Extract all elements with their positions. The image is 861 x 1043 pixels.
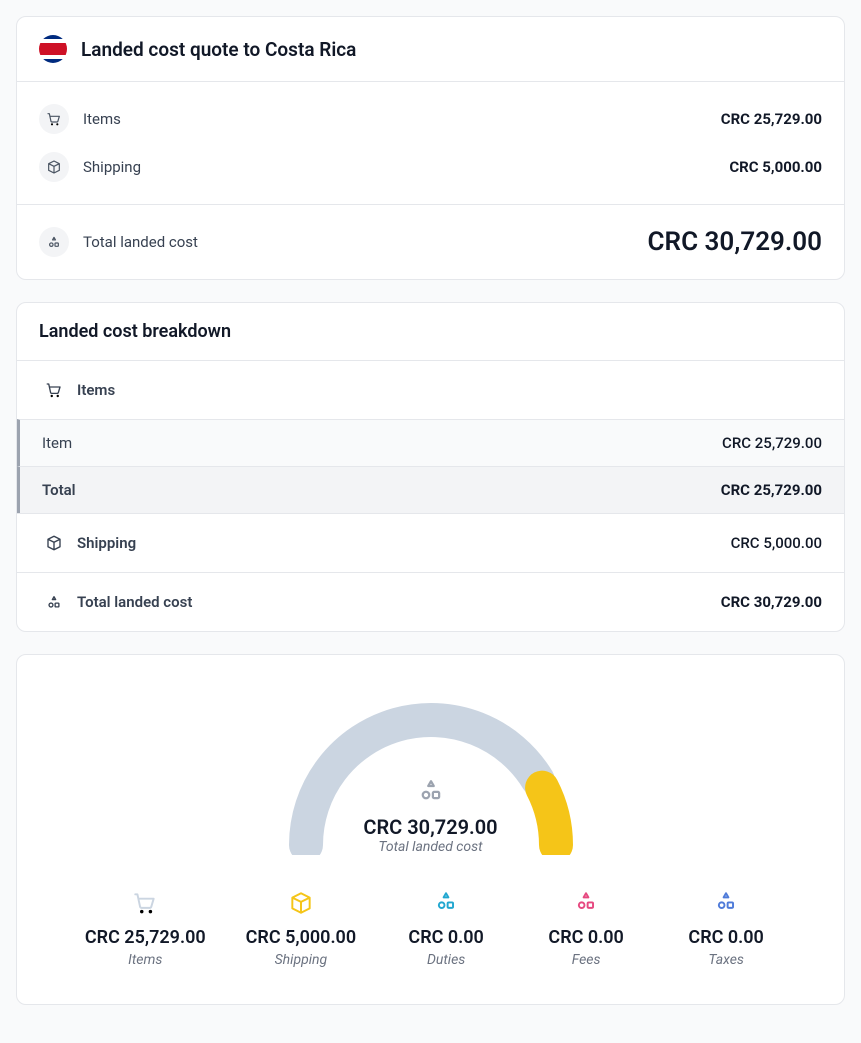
legend-item-taxes: CRC 0.00 Taxes <box>676 889 776 968</box>
breakdown-card: Landed cost breakdown Items ItemCRC 25,7… <box>16 302 845 632</box>
shapes-icon <box>433 889 459 917</box>
cart-icon <box>39 375 69 405</box>
gauge-wrap: CRC 30,729.00 Total landed cost CRC 25,7… <box>39 685 822 968</box>
breakdown-header: Landed cost breakdown <box>17 303 844 361</box>
breakdown-shipping-value: CRC 5,000.00 <box>731 534 822 552</box>
legend-item-fees: CRC 0.00 Fees <box>536 889 636 968</box>
legend-label: Duties <box>427 952 465 968</box>
legend-value: CRC 0.00 <box>408 927 483 948</box>
breakdown-items-total-value: CRC 25,729.00 <box>721 481 822 499</box>
breakdown-shipping-row: Shipping CRC 5,000.00 <box>17 513 844 572</box>
legend-label: Items <box>128 952 162 968</box>
gauge-chart: CRC 30,729.00 Total landed cost <box>271 685 591 855</box>
gauge-total-label: Total landed cost <box>378 839 482 855</box>
costa-rica-flag-icon <box>39 35 67 63</box>
legend-value: CRC 25,729.00 <box>85 927 206 948</box>
breakdown-item-label: Item <box>42 434 722 452</box>
legend-item-shipping: CRC 5,000.00 Shipping <box>246 889 357 968</box>
gauge-center: CRC 30,729.00 Total landed cost <box>271 777 591 855</box>
breakdown-title: Landed cost breakdown <box>39 321 231 342</box>
quote-items-label: Items <box>83 110 707 128</box>
breakdown-total-row: Total landed cost CRC 30,729.00 <box>17 572 844 631</box>
breakdown-items-total-row: Total CRC 25,729.00 <box>17 466 844 513</box>
legend-value: CRC 5,000.00 <box>246 927 357 948</box>
quote-card: Landed cost quote to Costa Rica Items CR… <box>16 16 845 280</box>
quote-total-row: Total landed cost CRC 30,729.00 <box>17 205 844 279</box>
shapes-icon <box>416 777 446 807</box>
legend-item-duties: CRC 0.00 Duties <box>396 889 496 968</box>
cart-icon <box>132 889 158 917</box>
quote-items-row: Items CRC 25,729.00 <box>17 90 844 148</box>
breakdown-items-header: Items <box>17 361 844 419</box>
breakdown-total-label: Total landed cost <box>77 593 707 611</box>
quote-title: Landed cost quote to Costa Rica <box>81 38 356 61</box>
gauge-total-value: CRC 30,729.00 <box>363 815 497 839</box>
package-icon <box>39 528 69 558</box>
quote-shipping-label: Shipping <box>83 158 715 176</box>
shapes-icon <box>573 889 599 917</box>
legend-value: CRC 0.00 <box>548 927 623 948</box>
quote-shipping-row: Shipping CRC 5,000.00 <box>17 148 844 196</box>
package-icon <box>288 889 314 917</box>
package-icon <box>39 152 69 182</box>
quote-lines: Items CRC 25,729.00 Shipping CRC 5,000.0… <box>17 82 844 205</box>
quote-header: Landed cost quote to Costa Rica <box>17 17 844 82</box>
gauge-legend: CRC 25,729.00ItemsCRC 5,000.00ShippingCR… <box>39 889 822 968</box>
legend-item-items: CRC 25,729.00 Items <box>85 889 206 968</box>
breakdown-items-header-label: Items <box>77 381 822 399</box>
breakdown-total-value: CRC 30,729.00 <box>721 593 822 611</box>
cart-icon <box>39 104 69 134</box>
shapes-icon <box>39 227 69 257</box>
breakdown-item-value: CRC 25,729.00 <box>722 434 822 452</box>
quote-shipping-value: CRC 5,000.00 <box>729 158 822 176</box>
legend-label: Fees <box>572 952 601 968</box>
quote-items-value: CRC 25,729.00 <box>721 110 822 128</box>
breakdown-items-total-label: Total <box>42 481 721 499</box>
quote-total-value: CRC 30,729.00 <box>648 227 822 257</box>
legend-label: Taxes <box>708 952 744 968</box>
breakdown-item-row: ItemCRC 25,729.00 <box>17 419 844 466</box>
legend-label: Shipping <box>275 952 328 968</box>
quote-total-label: Total landed cost <box>83 233 634 251</box>
shapes-icon <box>713 889 739 917</box>
breakdown-shipping-label: Shipping <box>77 534 717 552</box>
gauge-card: CRC 30,729.00 Total landed cost CRC 25,7… <box>16 654 845 1005</box>
legend-value: CRC 0.00 <box>688 927 763 948</box>
shapes-icon <box>39 587 69 617</box>
